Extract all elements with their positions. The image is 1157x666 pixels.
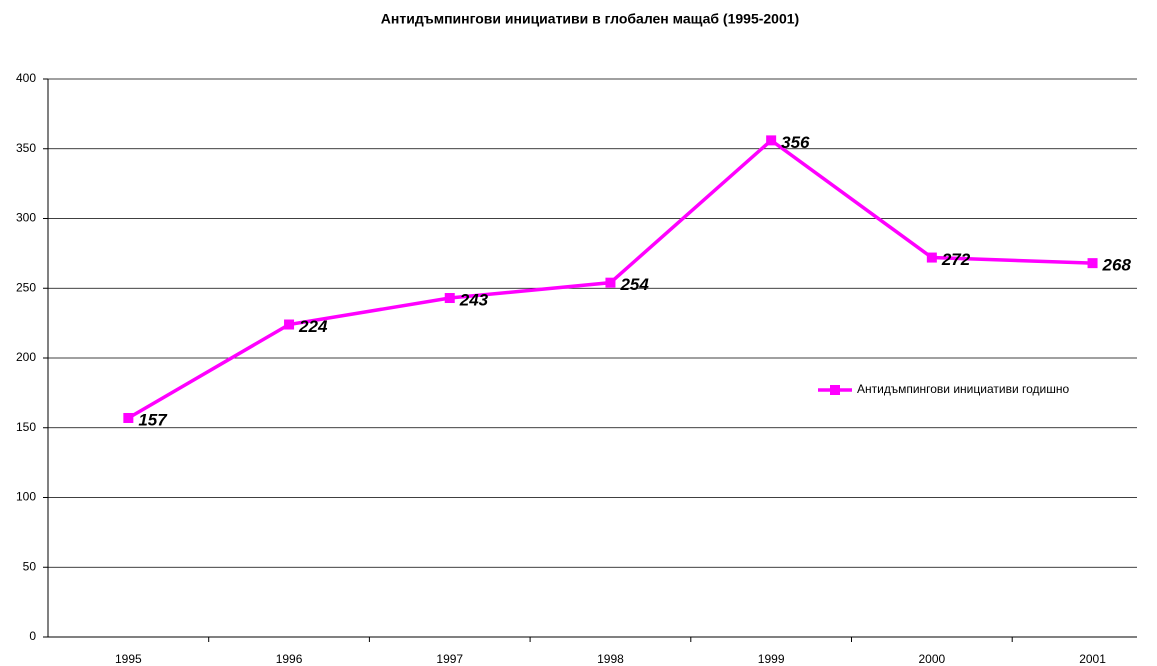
y-tick-label: 400: [16, 71, 36, 85]
data-label: 268: [1102, 256, 1132, 275]
marker: [444, 293, 455, 304]
marker: [123, 412, 134, 423]
data-label: 254: [619, 275, 649, 294]
y-tick-label: 0: [29, 629, 36, 643]
x-tick-label: 1999: [758, 652, 785, 666]
x-tick-label: 1995: [115, 652, 142, 666]
marker: [926, 252, 937, 263]
marker: [1087, 258, 1098, 269]
data-label: 243: [459, 290, 489, 309]
marker: [766, 135, 777, 146]
data-label: 224: [298, 317, 328, 336]
x-tick-label: 1996: [276, 652, 303, 666]
data-label: 356: [781, 133, 810, 152]
y-tick-label: 250: [16, 280, 36, 294]
y-tick-label: 100: [16, 490, 36, 504]
y-tick-label: 50: [23, 559, 37, 573]
data-label: 272: [941, 250, 971, 269]
x-tick-label: 1998: [597, 652, 624, 666]
data-label: 157: [138, 410, 168, 429]
legend-label: Антидъмпингови инициативи годишно: [857, 382, 1069, 396]
legend-marker: [830, 385, 840, 395]
x-tick-label: 1997: [436, 652, 463, 666]
x-tick-label: 2000: [918, 652, 945, 666]
y-tick-label: 150: [16, 420, 36, 434]
marker: [605, 277, 616, 288]
chart-title: Антидъмпингови инициативи в глобален мащ…: [381, 11, 799, 27]
y-tick-label: 200: [16, 350, 36, 364]
y-tick-label: 350: [16, 141, 36, 155]
y-tick-label: 300: [16, 211, 36, 225]
x-tick-label: 2001: [1079, 652, 1106, 666]
marker: [284, 319, 295, 330]
